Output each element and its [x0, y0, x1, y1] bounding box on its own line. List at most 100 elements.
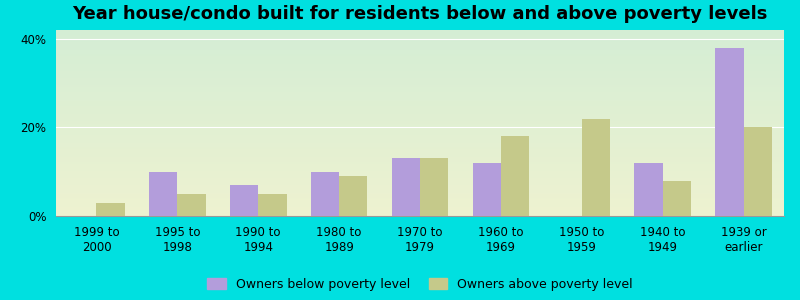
Bar — [56, 96, 784, 97]
Bar — [56, 102, 784, 103]
Bar — [56, 132, 784, 133]
Bar — [56, 169, 784, 170]
Bar — [56, 162, 784, 163]
Bar — [56, 90, 784, 92]
Bar — [56, 78, 784, 79]
Bar — [56, 187, 784, 188]
Bar — [56, 71, 784, 72]
Bar — [56, 164, 784, 165]
Bar — [56, 144, 784, 145]
Legend: Owners below poverty level, Owners above poverty level: Owners below poverty level, Owners above… — [207, 278, 633, 291]
Bar — [56, 141, 784, 142]
Bar — [56, 214, 784, 215]
Bar — [56, 119, 784, 120]
Bar — [56, 198, 784, 199]
Bar — [56, 99, 784, 100]
Bar — [56, 41, 784, 42]
Bar — [56, 193, 784, 194]
Bar — [56, 34, 784, 36]
Bar — [56, 182, 784, 183]
Bar — [56, 170, 784, 171]
Bar — [743, 128, 772, 216]
Bar — [56, 212, 784, 213]
Bar — [56, 180, 784, 181]
Bar — [56, 155, 784, 157]
Bar — [56, 37, 784, 38]
Bar — [56, 201, 784, 202]
Bar — [56, 145, 784, 146]
Bar — [56, 107, 784, 108]
Bar — [56, 33, 784, 34]
Bar — [56, 30, 784, 31]
Bar — [56, 57, 784, 58]
Bar — [56, 50, 784, 51]
Bar — [56, 67, 784, 68]
Bar — [634, 163, 662, 216]
Bar — [56, 167, 784, 168]
Bar — [56, 104, 784, 105]
Bar — [56, 127, 784, 128]
Bar — [56, 106, 784, 107]
Bar — [56, 129, 784, 130]
Bar — [715, 48, 743, 216]
Bar — [56, 120, 784, 121]
Bar — [56, 140, 784, 141]
Bar — [56, 125, 784, 126]
Bar — [56, 153, 784, 154]
Bar — [258, 194, 286, 216]
Bar — [56, 72, 784, 73]
Bar — [56, 46, 784, 47]
Bar — [56, 123, 784, 124]
Bar — [56, 203, 784, 204]
Bar — [56, 114, 784, 115]
Bar — [56, 118, 784, 119]
Bar — [56, 74, 784, 75]
Bar — [56, 152, 784, 153]
Bar — [56, 111, 784, 112]
Bar — [56, 117, 784, 118]
Bar — [56, 115, 784, 116]
Bar — [56, 54, 784, 55]
Bar — [56, 47, 784, 48]
Bar — [339, 176, 367, 216]
Bar — [56, 209, 784, 210]
Bar — [56, 61, 784, 63]
Bar — [56, 121, 784, 122]
Bar — [56, 80, 784, 81]
Bar — [56, 161, 784, 162]
Bar — [56, 213, 784, 214]
Bar — [56, 184, 784, 185]
Bar — [420, 158, 448, 216]
Bar — [56, 82, 784, 83]
Bar — [56, 113, 784, 114]
Bar — [56, 146, 784, 147]
Bar — [56, 95, 784, 96]
Bar — [56, 122, 784, 123]
Bar — [311, 172, 339, 216]
Bar — [56, 39, 784, 40]
Bar — [56, 136, 784, 137]
Bar — [392, 158, 420, 216]
Bar — [56, 196, 784, 197]
Bar — [56, 63, 784, 64]
Bar — [56, 172, 784, 173]
Bar — [56, 45, 784, 46]
Bar — [56, 116, 784, 117]
Bar — [56, 83, 784, 84]
Bar — [56, 211, 784, 212]
Bar — [56, 171, 784, 172]
Bar — [56, 137, 784, 138]
Bar — [56, 85, 784, 86]
Bar — [56, 183, 784, 184]
Bar — [56, 138, 784, 139]
Bar — [178, 194, 206, 216]
Bar — [56, 131, 784, 132]
Bar — [56, 64, 784, 65]
Bar — [97, 203, 125, 216]
Bar — [56, 135, 784, 136]
Bar — [56, 179, 784, 180]
Bar — [56, 142, 784, 143]
Bar — [56, 59, 784, 60]
Bar — [56, 192, 784, 193]
Bar — [56, 79, 784, 80]
